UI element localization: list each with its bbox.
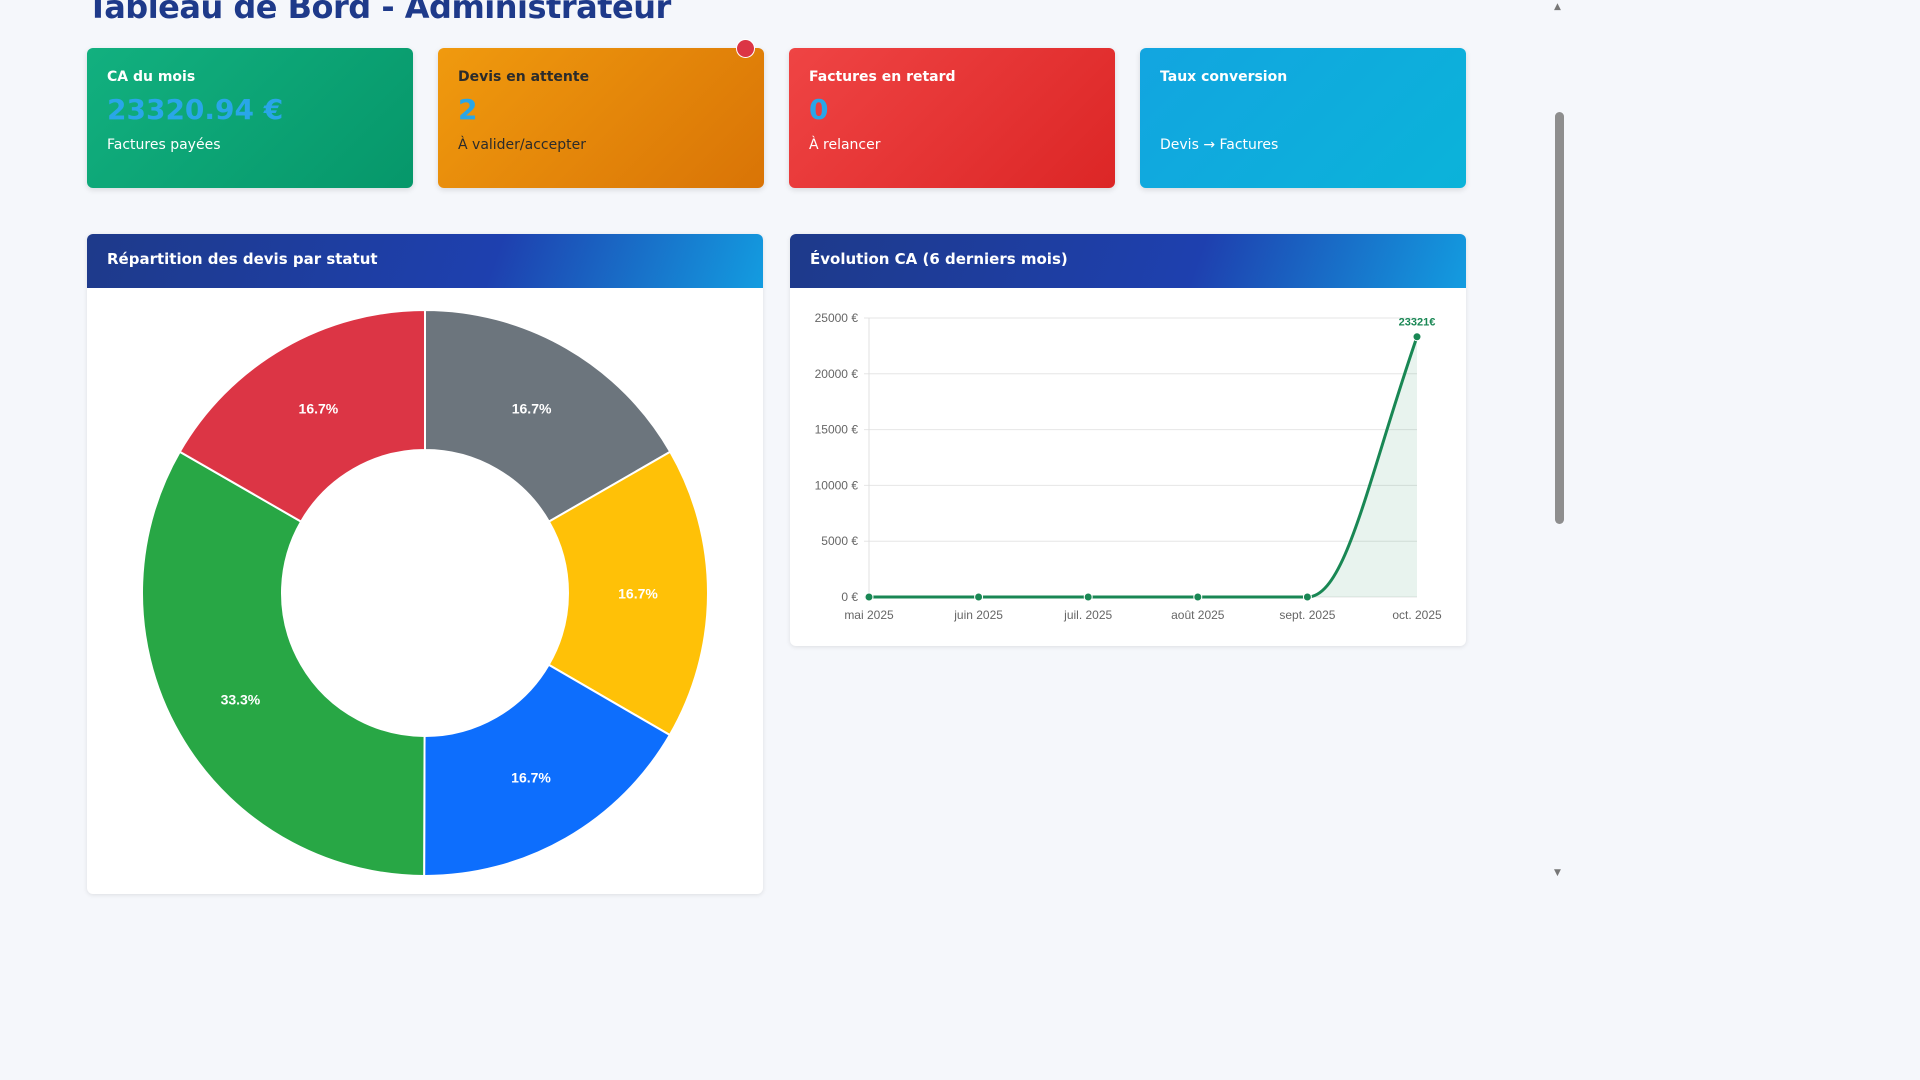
data-point[interactable] (1083, 592, 1093, 602)
y-tick-label: 25000 € (815, 311, 859, 325)
kpi-value: 2 (458, 93, 478, 126)
kpi-subtitle: Factures payées (107, 137, 221, 153)
slice-label: 16.7% (299, 401, 339, 417)
kpi-title: CA du mois (107, 69, 196, 85)
data-point[interactable] (864, 592, 874, 602)
panel-title: Répartition des devis par statut (87, 234, 763, 288)
kpi-subtitle: À relancer (809, 137, 881, 153)
kpi-title: Taux conversion (1160, 69, 1288, 85)
x-tick-label: oct. 2025 (1392, 608, 1442, 622)
y-tick-label: 20000 € (815, 367, 859, 381)
kpi-value (1160, 93, 1446, 127)
area-fill (869, 336, 1417, 597)
kpi-subtitle: Devis → Factures (1160, 137, 1279, 153)
kpi-subtitle: À valider/accepter (458, 137, 586, 153)
scrollbar-thumb[interactable] (1555, 112, 1564, 524)
kpi-card-conversion-rate: Taux conversion Devis → Factures (1140, 48, 1466, 188)
donut-slice[interactable] (178, 308, 426, 523)
notification-dot (737, 40, 754, 57)
slice-label: 16.7% (618, 585, 658, 601)
y-tick-label: 10000 € (815, 478, 859, 492)
panel-title: Évolution CA (6 derniers mois) (790, 234, 1466, 288)
revenue-trend-panel: Évolution CA (6 derniers mois) 25000 € 20… (790, 234, 1466, 646)
data-point[interactable] (1193, 592, 1203, 602)
y-tick-label: 0 € (841, 590, 858, 604)
donut-slice[interactable] (547, 450, 709, 737)
data-point[interactable] (974, 592, 984, 602)
kpi-card-revenue: CA du mois 23320.94 € Factures payées (87, 48, 413, 188)
donut-chart: 16.7% 16.7% 16.7% 33.3% 16.7% (141, 308, 709, 878)
data-point[interactable] (1302, 592, 1312, 602)
page-title: Tableau de Bord - Administrateur (87, 0, 671, 26)
x-tick-label: juil. 2025 (1063, 608, 1112, 622)
quote-status-panel: Répartition des devis par statut 16.7% 16… (87, 234, 763, 894)
line-chart: 25000 € 20000 € 15000 € 10000 € 5000 € 0 € mai… (815, 311, 1442, 622)
kpi-title: Devis en attente (458, 69, 590, 85)
donut-slice[interactable] (141, 450, 426, 878)
scroll-down-arrow-icon[interactable]: ▼ (1554, 868, 1561, 878)
scroll-up-arrow-icon[interactable]: ▲ (1554, 2, 1561, 12)
x-tick-label: juin 2025 (953, 608, 1003, 622)
kpi-title: Factures en retard (809, 69, 956, 85)
slice-label: 33.3% (221, 691, 261, 707)
series-line (869, 336, 1419, 599)
x-tick-label: mai 2025 (844, 608, 894, 622)
donut-slice[interactable] (424, 308, 672, 523)
slice-label: 16.7% (512, 401, 552, 417)
x-tick-label: août 2025 (1171, 608, 1225, 622)
donut-slice[interactable] (423, 663, 672, 877)
data-point[interactable] (1412, 332, 1422, 342)
x-tick-label: sept. 2025 (1279, 608, 1335, 622)
kpi-card-late-invoices: Factures en retard 0 À relancer (789, 48, 1115, 188)
data-label: 23321€ (1399, 317, 1436, 329)
y-tick-label: 5000 € (821, 534, 858, 548)
kpi-value: 0 (809, 93, 829, 126)
kpi-card-pending-quotes: Devis en attente 2 À valider/accepter (438, 48, 764, 188)
slice-label: 16.7% (511, 770, 551, 786)
kpi-value: 23320.94 € (107, 93, 284, 126)
y-tick-label: 15000 € (815, 423, 859, 437)
